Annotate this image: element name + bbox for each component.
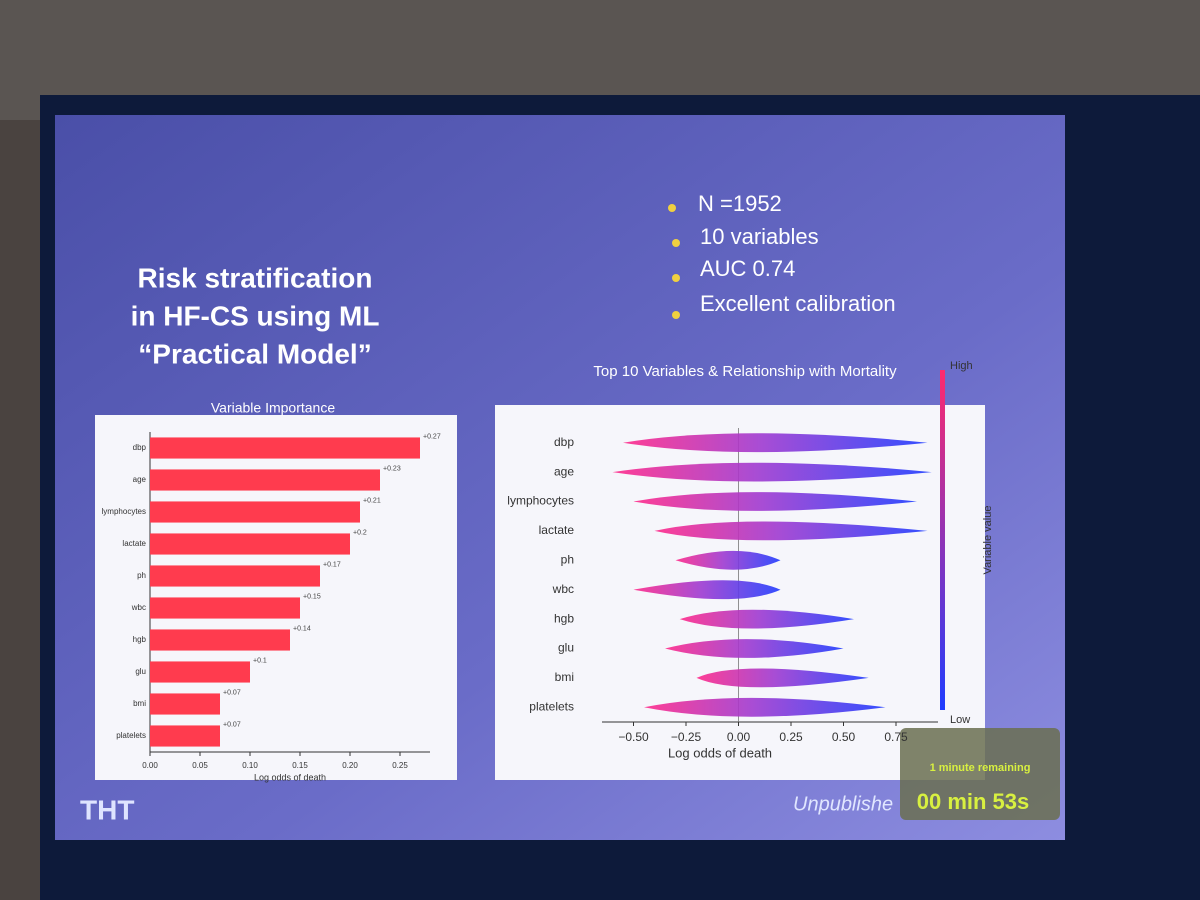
y-tick-label: platelets bbox=[529, 699, 574, 713]
swarm bbox=[679, 609, 854, 629]
logo: THT bbox=[80, 794, 134, 825]
colorbar-label: High bbox=[950, 360, 973, 372]
chart-title: Top 10 Variables & Relationship with Mor… bbox=[593, 363, 897, 380]
data-label: +0.27 bbox=[423, 434, 441, 441]
swarm bbox=[623, 433, 928, 453]
bullet bbox=[672, 239, 680, 247]
y-tick-label: age bbox=[554, 464, 574, 478]
slide-title: “Practical Model” bbox=[138, 338, 371, 369]
bar bbox=[150, 597, 300, 619]
bullet-text: AUC 0.74 bbox=[700, 256, 795, 281]
y-tick-label: wbc bbox=[131, 603, 146, 612]
bullet-text: 10 variables bbox=[700, 224, 819, 249]
data-label: +0.17 bbox=[323, 562, 341, 569]
x-tick-label: 0.15 bbox=[292, 761, 308, 770]
slide-title: Risk stratification bbox=[138, 262, 373, 293]
colorbar-title: Variable value bbox=[982, 506, 994, 575]
y-tick-label: ph bbox=[137, 571, 146, 580]
swarm bbox=[654, 521, 928, 541]
charts: Variable Importance 0.00 0.05 0.10 0.15 0.20 0… bbox=[102, 360, 994, 782]
x-tick-label: 0.10 bbox=[242, 761, 258, 770]
x-axis-label: Log odds of death bbox=[668, 745, 772, 760]
bar bbox=[150, 565, 320, 587]
x-tick-label: 0.00 bbox=[142, 761, 158, 770]
footer: Unpublishe bbox=[793, 793, 893, 815]
y-tick-label: hgb bbox=[554, 611, 574, 625]
y-tick-label: bmi bbox=[133, 699, 146, 708]
y-tick-label: age bbox=[133, 475, 147, 484]
swarm bbox=[644, 697, 886, 717]
bar bbox=[150, 501, 360, 523]
swarm bbox=[612, 462, 932, 482]
data-label: +0.07 bbox=[223, 690, 241, 697]
bar bbox=[150, 629, 290, 651]
slide-title: in HF-CS using ML bbox=[131, 300, 380, 331]
bullet bbox=[668, 204, 676, 212]
bullet-text: Excellent calibration bbox=[700, 291, 896, 316]
data-label: +0.21 bbox=[363, 498, 381, 505]
bar bbox=[150, 693, 220, 715]
data-label: +0.14 bbox=[293, 626, 311, 633]
x-tick-label: 0.75 bbox=[884, 730, 908, 744]
x-tick-label: 0.20 bbox=[342, 761, 358, 770]
bullet-text: N =1952 bbox=[698, 191, 782, 216]
timer-note: 1 minute remaining bbox=[930, 762, 1031, 774]
y-tick-label: dbp bbox=[133, 443, 147, 452]
bullet bbox=[672, 311, 680, 319]
bar bbox=[150, 469, 380, 491]
chart-title: Variable Importance bbox=[211, 400, 335, 416]
y-tick-label: hgb bbox=[133, 635, 147, 644]
data-label: +0.23 bbox=[383, 466, 401, 473]
swarm bbox=[675, 550, 781, 570]
bar bbox=[150, 437, 420, 459]
y-tick-label: lactate bbox=[122, 539, 146, 548]
x-tick-label: 0.25 bbox=[392, 761, 408, 770]
y-tick-label: bmi bbox=[555, 670, 574, 684]
x-tick-label: 0.00 bbox=[727, 730, 751, 744]
y-tick-label: glu bbox=[135, 667, 146, 676]
bullet bbox=[672, 274, 680, 282]
bar bbox=[150, 533, 350, 555]
timer: 00 min 53s bbox=[917, 789, 1030, 814]
y-tick-label: platelets bbox=[116, 731, 146, 740]
swarm bbox=[633, 580, 781, 600]
y-tick-label: ph bbox=[561, 552, 574, 566]
y-tick-label: lactate bbox=[539, 523, 575, 537]
data-label: +0.15 bbox=[303, 594, 321, 601]
swarm bbox=[633, 492, 917, 511]
y-tick-label: lymphocytes bbox=[102, 507, 146, 516]
colorbar-label: Low bbox=[950, 714, 970, 726]
data-label: +0.2 bbox=[353, 530, 367, 537]
y-tick-label: wbc bbox=[552, 582, 574, 596]
y-tick-label: lymphocytes bbox=[507, 494, 574, 508]
y-tick-label: glu bbox=[558, 641, 574, 655]
data-label: +0.1 bbox=[253, 658, 267, 665]
x-tick-label: −0.50 bbox=[618, 730, 649, 744]
data-label: +0.07 bbox=[223, 722, 241, 729]
x-tick-label: 0.05 bbox=[192, 761, 208, 770]
x-tick-label: −0.25 bbox=[671, 730, 702, 744]
colorbar bbox=[940, 370, 945, 710]
x-tick-label: 0.25 bbox=[779, 730, 803, 744]
timer-box bbox=[900, 728, 1060, 820]
y-tick-label: dbp bbox=[554, 435, 574, 449]
bar bbox=[150, 725, 220, 747]
x-axis-label: Log odds of death bbox=[254, 772, 326, 782]
swarm bbox=[696, 668, 869, 688]
bar bbox=[150, 661, 250, 683]
x-tick-label: 0.50 bbox=[832, 730, 856, 744]
swarm bbox=[665, 639, 844, 658]
